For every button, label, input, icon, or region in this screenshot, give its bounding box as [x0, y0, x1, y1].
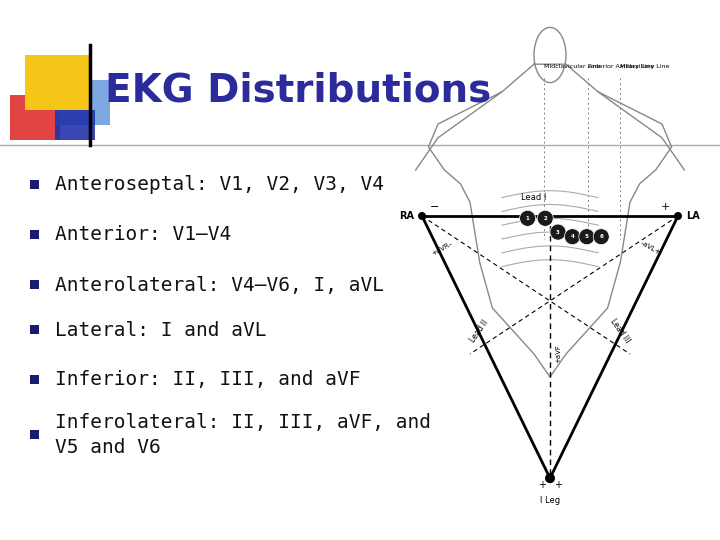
Text: +aVR–: +aVR– — [431, 240, 454, 256]
Bar — [30, 375, 39, 384]
Circle shape — [674, 212, 682, 220]
Bar — [55, 80, 110, 125]
Text: Midclavicular Line: Midclavicular Line — [544, 64, 600, 69]
Text: Anterolateral: V4–V6, I, aVL: Anterolateral: V4–V6, I, aVL — [55, 275, 384, 294]
Text: Anterior Axillary Line: Anterior Axillary Line — [588, 64, 654, 69]
Text: 1: 1 — [526, 216, 529, 221]
Text: +: + — [661, 202, 670, 212]
Text: Anterior: V1–V4: Anterior: V1–V4 — [55, 226, 231, 245]
Text: Inferolateral: II, III, aVF, and
V5 and V6: Inferolateral: II, III, aVF, and V5 and … — [55, 413, 431, 457]
Text: 4: 4 — [570, 234, 575, 239]
Bar — [30, 325, 39, 334]
Circle shape — [537, 210, 553, 226]
Bar — [30, 430, 39, 439]
Circle shape — [520, 210, 536, 226]
Text: Midaxillary Line: Midaxillary Line — [621, 64, 670, 69]
Text: 3: 3 — [556, 230, 560, 234]
Circle shape — [593, 229, 609, 245]
Text: −: − — [430, 202, 439, 212]
Circle shape — [579, 229, 595, 245]
Text: LA: LA — [686, 211, 700, 221]
Circle shape — [545, 473, 555, 483]
Circle shape — [550, 224, 566, 240]
Bar — [10, 95, 60, 140]
Bar — [30, 280, 39, 289]
Circle shape — [546, 474, 554, 482]
Text: +aVF: +aVF — [555, 345, 561, 363]
Text: EKG Distributions: EKG Distributions — [105, 71, 491, 109]
Text: RA: RA — [399, 211, 414, 221]
Bar — [55, 110, 95, 140]
Text: Lateral: I and aVL: Lateral: I and aVL — [55, 321, 266, 340]
Bar — [30, 180, 39, 189]
Circle shape — [418, 212, 426, 220]
Text: –aVL+: –aVL+ — [639, 240, 662, 256]
Text: Lead I: Lead I — [521, 193, 546, 202]
Text: l Leg: l Leg — [540, 496, 560, 505]
Text: Anteroseptal: V1, V2, V3, V4: Anteroseptal: V1, V2, V3, V4 — [55, 176, 384, 194]
Text: Lead II: Lead II — [469, 318, 490, 344]
Bar — [30, 230, 39, 239]
Text: Lead III: Lead III — [609, 317, 632, 345]
Text: 6: 6 — [599, 234, 603, 239]
Circle shape — [564, 229, 580, 245]
Text: Inferior: II, III, and aVF: Inferior: II, III, and aVF — [55, 370, 361, 389]
Text: +: + — [538, 480, 546, 490]
Text: 5: 5 — [585, 234, 589, 239]
Text: 2: 2 — [544, 216, 547, 221]
Text: +: + — [554, 480, 562, 490]
Bar — [25, 55, 90, 110]
